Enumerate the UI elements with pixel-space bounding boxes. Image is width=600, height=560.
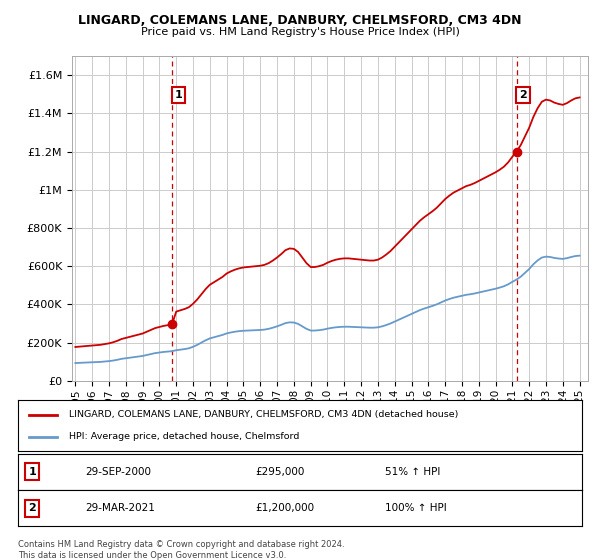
Text: £1,200,000: £1,200,000 xyxy=(255,503,314,513)
Text: 29-SEP-2000: 29-SEP-2000 xyxy=(86,467,152,477)
Text: 1: 1 xyxy=(175,90,182,100)
Text: LINGARD, COLEMANS LANE, DANBURY, CHELMSFORD, CM3 4DN: LINGARD, COLEMANS LANE, DANBURY, CHELMSF… xyxy=(78,14,522,27)
Text: Price paid vs. HM Land Registry's House Price Index (HPI): Price paid vs. HM Land Registry's House … xyxy=(140,27,460,37)
Text: Contains HM Land Registry data © Crown copyright and database right 2024.
This d: Contains HM Land Registry data © Crown c… xyxy=(18,540,344,560)
Text: HPI: Average price, detached house, Chelmsford: HPI: Average price, detached house, Chel… xyxy=(69,432,299,441)
Text: 1: 1 xyxy=(28,467,36,477)
Text: LINGARD, COLEMANS LANE, DANBURY, CHELMSFORD, CM3 4DN (detached house): LINGARD, COLEMANS LANE, DANBURY, CHELMSF… xyxy=(69,410,458,419)
Text: £295,000: £295,000 xyxy=(255,467,304,477)
Text: 29-MAR-2021: 29-MAR-2021 xyxy=(86,503,155,513)
Text: 51% ↑ HPI: 51% ↑ HPI xyxy=(385,467,440,477)
Text: 100% ↑ HPI: 100% ↑ HPI xyxy=(385,503,446,513)
Text: 2: 2 xyxy=(28,503,36,513)
Text: 2: 2 xyxy=(519,90,527,100)
